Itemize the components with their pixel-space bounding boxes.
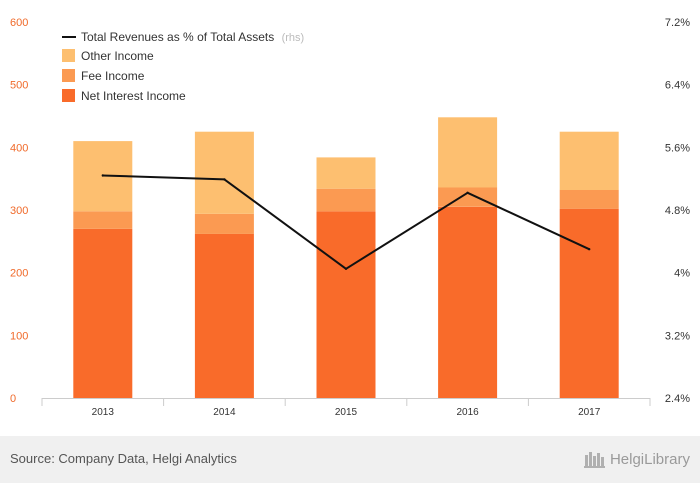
line-point-2017 <box>588 248 591 251</box>
source-text: Source: Company Data, Helgi Analytics <box>10 451 237 466</box>
legend-label-line-suffix: (rhs) <box>282 32 305 44</box>
bar-net-interest-income-2016 <box>438 206 498 398</box>
y-left-tick-label: 500 <box>10 80 28 92</box>
y-axis-right: 2.4% 3.2% 4% 4.8% 5.6% 6.4% 7.2% <box>665 17 690 405</box>
y-right-tick-label: 4% <box>674 268 690 280</box>
y-left-tick-label: 100 <box>10 330 28 342</box>
line-layer <box>101 174 591 270</box>
bar-fee-income-2015 <box>316 188 376 212</box>
legend-item-other-income: Other Income <box>62 49 154 63</box>
line-point-2016 <box>466 191 469 194</box>
legend-label-other-income: Other Income <box>81 49 154 63</box>
legend-swatch-other-income <box>62 49 75 62</box>
bar-other-income-2015 <box>316 157 376 189</box>
y-right-tick-label: 2.4% <box>665 393 690 405</box>
legend: Total Revenues as % of Total Assets (rhs… <box>62 30 304 103</box>
bar-net-interest-income-2013 <box>73 228 133 398</box>
y-axis-left: 0 100 200 300 400 500 600 <box>10 17 28 405</box>
bars-layer <box>73 117 619 398</box>
line-point-2013 <box>101 174 105 177</box>
line-point-2014 <box>223 178 226 181</box>
bar-other-income-2014 <box>194 131 254 214</box>
bar-net-interest-income-2017 <box>559 208 619 398</box>
x-tick-label-2017: 2017 <box>578 407 601 418</box>
y-right-tick-label: 4.8% <box>665 205 690 217</box>
x-tick-label-2013: 2013 <box>92 407 115 418</box>
bar-net-interest-income-2015 <box>316 211 376 398</box>
y-right-tick-label: 3.2% <box>665 330 690 342</box>
y-left-tick-label: 300 <box>10 205 28 217</box>
legend-item-line: Total Revenues as % of Total Assets (rhs… <box>62 30 304 44</box>
x-tick-label-2015: 2015 <box>335 407 358 418</box>
bar-fee-income-2017 <box>559 189 619 209</box>
library-icon <box>583 452 605 468</box>
footer-bar <box>0 436 700 483</box>
bar-fee-income-2016 <box>438 187 498 207</box>
y-left-tick-label: 400 <box>10 142 28 154</box>
y-right-tick-label: 5.6% <box>665 142 690 154</box>
x-axis: 2013 2014 2015 2016 2017 <box>41 398 651 418</box>
bar-fee-income-2013 <box>73 211 133 229</box>
y-left-tick-label: 600 <box>10 17 28 29</box>
legend-swatch-fee-income <box>62 69 75 82</box>
legend-label-fee-income: Fee Income <box>81 69 145 83</box>
y-left-tick-label: 0 <box>10 393 16 405</box>
x-tick-label-2014: 2014 <box>213 407 236 418</box>
bar-net-interest-income-2014 <box>194 233 254 398</box>
y-left-tick-label: 200 <box>10 268 28 280</box>
legend-label-line: Total Revenues as % of Total Assets (rhs… <box>81 30 304 44</box>
brand-name: HelgiLibrary <box>609 450 690 468</box>
bar-other-income-2017 <box>559 131 619 190</box>
y-right-tick-label: 6.4% <box>665 80 690 92</box>
bar-other-income-2016 <box>438 117 498 188</box>
bar-fee-income-2014 <box>194 213 254 234</box>
brand-logo[interactable]: HelgiLibrary <box>583 449 690 469</box>
x-tick-label-2016: 2016 <box>456 407 479 418</box>
y-right-tick-label: 7.2% <box>665 17 690 29</box>
legend-item-net-interest-income: Net Interest Income <box>62 89 186 103</box>
legend-label-line-name: Total Revenues as % of Total Assets <box>81 30 274 44</box>
line-point-2015 <box>344 267 348 270</box>
legend-item-fee-income: Fee Income <box>62 69 145 83</box>
legend-swatch-net-interest-income <box>62 89 75 102</box>
legend-label-net-interest-income: Net Interest Income <box>81 89 186 103</box>
